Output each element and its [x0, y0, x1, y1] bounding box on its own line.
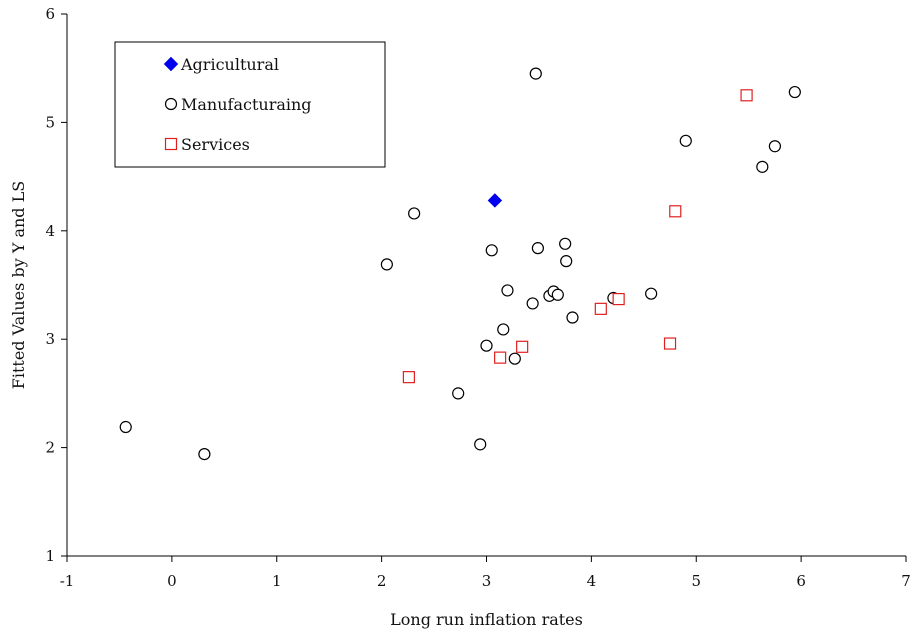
point-manufacturaing: [380, 258, 393, 271]
point-manufacturaing: [508, 352, 521, 365]
point-services: [494, 351, 507, 364]
point-services: [663, 337, 677, 350]
point-agricultural: [487, 193, 503, 208]
legend: Agricultural Manufacturaing Services: [114, 41, 386, 168]
point-manufacturaing: [474, 438, 487, 451]
y-tick-label: 5: [45, 113, 55, 131]
point-services: [594, 302, 607, 315]
legend-label-agricultural: Agricultural: [180, 55, 279, 74]
y-tick-label: 6: [45, 5, 55, 23]
point-manufacturaing: [526, 297, 539, 310]
point-manufacturaing: [566, 311, 579, 324]
point-manufacturaing: [501, 284, 514, 297]
legend-marker-manufacturaing: [164, 97, 178, 111]
y-tick-label: 1: [45, 547, 55, 565]
point-services: [516, 340, 529, 353]
x-axis-title: Long run inflation rates: [390, 610, 583, 629]
point-manufacturaing: [480, 339, 493, 352]
y-axis-title: Fitted Values by Y and LS: [9, 181, 28, 389]
x-tick-label: 4: [587, 572, 597, 590]
point-manufacturaing: [559, 237, 572, 250]
y-tick-label: 2: [45, 439, 55, 457]
x-tick-label: 1: [272, 572, 282, 590]
axis-ticks: [61, 13, 907, 562]
point-manufacturaing: [198, 448, 211, 461]
x-tick-label: 5: [691, 572, 701, 590]
point-services: [740, 89, 753, 102]
point-manufacturaing: [531, 242, 544, 255]
legend-label-services: Services: [181, 135, 250, 154]
point-manufacturaing: [768, 140, 782, 153]
point-manufacturaing: [756, 160, 769, 173]
point-manufacturaing: [485, 244, 498, 257]
x-tick-label: 6: [796, 572, 806, 590]
legend-label-manufacturaing: Manufacturaing: [181, 95, 312, 114]
point-manufacturaing: [560, 255, 573, 268]
point-manufacturaing: [452, 387, 465, 400]
tick-labels: -1 0 1 2 3 4 5 6 7 1 2 3 4 5 6: [45, 5, 910, 590]
x-tick-label: -1: [60, 572, 75, 590]
point-services: [612, 292, 625, 306]
point-manufacturaing: [551, 288, 564, 301]
point-manufacturaing: [788, 85, 801, 99]
legend-box: [114, 41, 386, 168]
y-tick-label: 3: [45, 330, 55, 348]
x-tick-label: 2: [377, 572, 387, 590]
legend-marker-agricultural: [163, 56, 179, 72]
y-tick-label: 4: [45, 222, 55, 240]
point-services: [402, 371, 415, 384]
point-manufacturaing: [119, 420, 132, 434]
point-manufacturaing: [679, 134, 692, 147]
data-points: [119, 67, 801, 461]
x-tick-label: 0: [167, 572, 177, 590]
point-manufacturaing: [645, 287, 658, 300]
point-services: [669, 205, 682, 218]
point-manufacturaing: [529, 67, 542, 80]
point-manufacturaing: [408, 207, 421, 220]
x-tick-label: 7: [901, 572, 911, 590]
legend-marker-services: [164, 137, 178, 151]
point-manufacturaing: [497, 323, 510, 336]
x-tick-label: 3: [482, 572, 492, 590]
